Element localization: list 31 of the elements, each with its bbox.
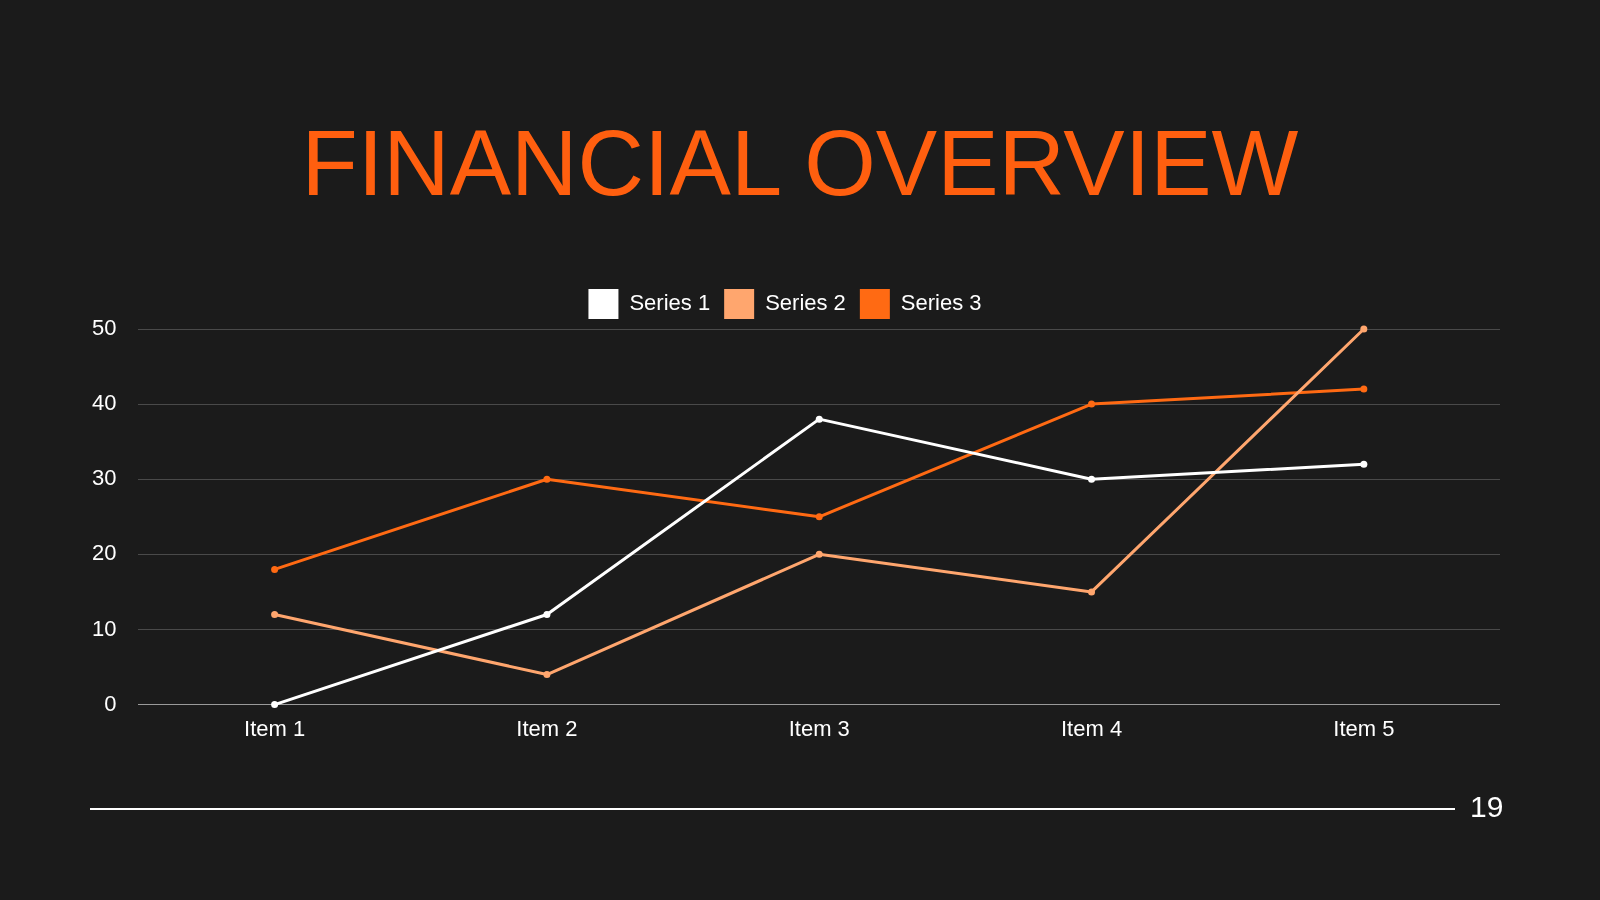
point (1360, 460, 1368, 468)
text: 19 (1470, 790, 1504, 824)
y-tick-label: 30 (91, 465, 117, 491)
legend-label: Series 3 (900, 290, 982, 316)
point (543, 475, 551, 483)
x-tick-label: Item 3 (788, 715, 850, 741)
point (271, 565, 279, 573)
point (1360, 325, 1368, 333)
y-tick-label: 0 (104, 690, 117, 716)
x-tick-label: Item 4 (1060, 715, 1123, 741)
legend-label: Series 2 (765, 290, 846, 316)
point (1088, 588, 1096, 596)
x-tick-label: Item 1 (244, 715, 306, 741)
point (1088, 400, 1096, 408)
point (543, 671, 551, 679)
y-tick-label: 10 (91, 615, 117, 641)
x-tick-label: Item 5 (1333, 715, 1395, 741)
x-tick-label: Item 2 (516, 715, 578, 741)
point (1360, 385, 1368, 393)
point (543, 610, 551, 618)
point (815, 513, 823, 521)
point (1088, 475, 1096, 483)
y-tick-label: 20 (91, 540, 117, 566)
point (815, 550, 823, 558)
point (271, 701, 279, 709)
y-tick-label: 40 (91, 390, 117, 416)
point (271, 610, 279, 618)
point (815, 415, 823, 423)
legend-label: Series 1 (629, 290, 711, 316)
chart-title: FINANCIAL OVERVIEW (300, 111, 1300, 216)
y-tick-label: 50 (91, 315, 117, 341)
